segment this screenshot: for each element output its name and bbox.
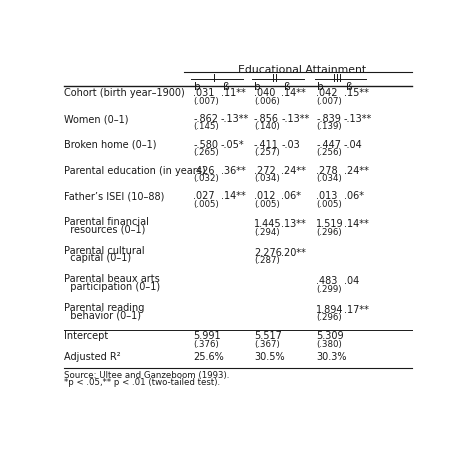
Text: .272: .272 <box>254 166 276 176</box>
Text: .36**: .36** <box>221 166 246 176</box>
Text: .14**: .14** <box>221 191 246 201</box>
Text: .14**: .14** <box>282 88 306 99</box>
Text: -.411: -.411 <box>254 140 279 150</box>
Text: (.367): (.367) <box>254 340 280 349</box>
Text: Source: Ultee and Ganzeboom (1993).: Source: Ultee and Ganzeboom (1993). <box>64 371 229 380</box>
Text: 30.5%: 30.5% <box>254 352 284 362</box>
Text: -.13**: -.13** <box>282 114 310 124</box>
Text: (.005): (.005) <box>254 200 280 209</box>
Text: III: III <box>333 74 342 84</box>
Text: Educational Attainment: Educational Attainment <box>237 65 366 75</box>
Text: Cohort (birth year–1900): Cohort (birth year–1900) <box>64 88 184 99</box>
Text: (.376): (.376) <box>193 340 219 349</box>
Text: capital (0–1): capital (0–1) <box>64 253 131 263</box>
Text: Parental reading: Parental reading <box>64 303 144 313</box>
Text: .426: .426 <box>193 166 215 176</box>
Text: .278: .278 <box>316 166 338 176</box>
Text: 1.445: 1.445 <box>254 219 282 229</box>
Text: 1.894: 1.894 <box>316 305 344 315</box>
Text: -.839: -.839 <box>316 114 341 124</box>
Text: (.287): (.287) <box>254 256 280 265</box>
Text: resources (0–1): resources (0–1) <box>64 225 145 234</box>
Text: (.005): (.005) <box>193 200 219 209</box>
Text: .027: .027 <box>193 191 215 201</box>
Text: Parental beaux arts: Parental beaux arts <box>64 274 159 284</box>
Text: .14**: .14** <box>344 219 369 229</box>
Text: Father’s ISEI (10–88): Father’s ISEI (10–88) <box>64 191 164 201</box>
Text: (.007): (.007) <box>193 97 219 106</box>
Text: -.580: -.580 <box>193 140 219 150</box>
Text: 2.276: 2.276 <box>254 248 282 258</box>
Text: Intercept: Intercept <box>64 332 108 341</box>
Text: ß: ß <box>223 82 230 92</box>
Text: -.13**: -.13** <box>221 114 249 124</box>
Text: 5.991: 5.991 <box>193 332 221 341</box>
Text: .031: .031 <box>193 88 215 99</box>
Text: .042: .042 <box>316 88 338 99</box>
Text: behavior (0–1): behavior (0–1) <box>64 310 141 320</box>
Text: Parental financial: Parental financial <box>64 217 148 227</box>
Text: -.13**: -.13** <box>344 114 372 124</box>
Text: b: b <box>317 82 323 92</box>
Text: b: b <box>255 82 261 92</box>
Text: (.034): (.034) <box>316 174 342 183</box>
Text: (.032): (.032) <box>193 174 219 183</box>
Text: .20**: .20** <box>282 248 306 258</box>
Text: .17**: .17** <box>344 305 369 315</box>
Text: 1.519: 1.519 <box>316 219 344 229</box>
Text: ß: ß <box>346 82 353 92</box>
Text: 5.517: 5.517 <box>254 332 282 341</box>
Text: .06*: .06* <box>282 191 301 201</box>
Text: (.007): (.007) <box>316 97 342 106</box>
Text: (.005): (.005) <box>316 200 342 209</box>
Text: (.299): (.299) <box>316 285 342 294</box>
Text: -.04: -.04 <box>344 140 363 150</box>
Text: Women (0–1): Women (0–1) <box>64 114 128 124</box>
Text: (.296): (.296) <box>316 228 342 237</box>
Text: .11**: .11** <box>221 88 246 99</box>
Text: participation (0–1): participation (0–1) <box>64 282 160 291</box>
Text: .24**: .24** <box>344 166 369 176</box>
Text: .13**: .13** <box>282 219 306 229</box>
Text: .04: .04 <box>344 276 359 286</box>
Text: .040: .040 <box>254 88 275 99</box>
Text: b: b <box>194 82 201 92</box>
Text: .483: .483 <box>316 276 338 286</box>
Text: 30.3%: 30.3% <box>316 352 347 362</box>
Text: Parental education (in years): Parental education (in years) <box>64 166 205 176</box>
Text: -.03: -.03 <box>282 140 300 150</box>
Text: .15**: .15** <box>344 88 369 99</box>
Text: (.140): (.140) <box>254 122 280 131</box>
Text: *p < .05,** p < .01 (two-tailed test).: *p < .05,** p < .01 (two-tailed test). <box>64 378 220 387</box>
Text: (.034): (.034) <box>254 174 280 183</box>
Text: (.265): (.265) <box>193 148 219 157</box>
Text: 25.6%: 25.6% <box>193 352 224 362</box>
Text: I: I <box>213 74 216 84</box>
Text: .06*: .06* <box>344 191 364 201</box>
Text: -.856: -.856 <box>254 114 279 124</box>
Text: (.139): (.139) <box>316 122 342 131</box>
Text: .012: .012 <box>254 191 275 201</box>
Text: Parental cultural: Parental cultural <box>64 246 144 256</box>
Text: ß: ß <box>284 82 290 92</box>
Text: (.296): (.296) <box>316 313 342 322</box>
Text: (.256): (.256) <box>316 148 342 157</box>
Text: Adjusted R²: Adjusted R² <box>64 352 120 362</box>
Text: .24**: .24** <box>282 166 306 176</box>
Text: (.380): (.380) <box>316 340 342 349</box>
Text: -.05*: -.05* <box>221 140 245 150</box>
Text: Broken home (0–1): Broken home (0–1) <box>64 140 156 150</box>
Text: .013: .013 <box>316 191 338 201</box>
Text: (.145): (.145) <box>193 122 219 131</box>
Text: 5.309: 5.309 <box>316 332 344 341</box>
Text: -.862: -.862 <box>193 114 219 124</box>
Text: (.294): (.294) <box>254 228 280 237</box>
Text: -.447: -.447 <box>316 140 341 150</box>
Text: II: II <box>272 74 278 84</box>
Text: (.006): (.006) <box>254 97 280 106</box>
Text: (.257): (.257) <box>254 148 280 157</box>
